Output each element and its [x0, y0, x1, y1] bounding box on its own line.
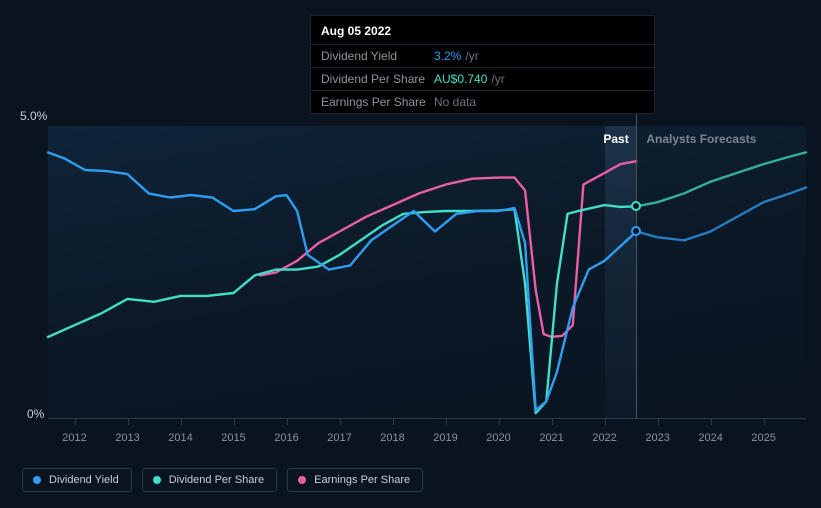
tooltip-row-value: 3.2% [434, 49, 461, 63]
x-tick-label: 2021 [539, 432, 563, 444]
x-tick-label: 2018 [380, 432, 404, 444]
x-tick-mark [711, 419, 712, 425]
phase-label-past: Past [603, 132, 628, 146]
x-tick-label: 2017 [327, 432, 351, 444]
tooltip-row: Earnings Per ShareNo data [311, 90, 654, 113]
x-tick-label: 2024 [698, 432, 722, 444]
x-tick-mark [658, 419, 659, 425]
x-tick-label: 2012 [62, 432, 86, 444]
tooltip-row-value: No data [434, 95, 476, 109]
x-tick-label: 2015 [221, 432, 245, 444]
hover-cursor-line [636, 104, 637, 419]
x-tick-label: 2016 [274, 432, 298, 444]
phase-label-forecast: Analysts Forecasts [646, 132, 756, 146]
x-tick-mark [287, 419, 288, 425]
tooltip-row: Dividend Yield3.2% /yr [311, 44, 654, 67]
x-tick-mark [75, 419, 76, 425]
legend-label: Dividend Per Share [169, 474, 264, 486]
x-axis-ticks: 2012 2013 2014 2015 2016 2017 2018 2019 2020 2021… [48, 432, 806, 448]
x-tick-mark [605, 419, 606, 425]
x-tick-mark [552, 419, 553, 425]
tooltip-row: Dividend Per ShareAU$0.740/yr [311, 67, 654, 90]
legend-item-earnings-per-share[interactable]: Earnings Per Share [287, 468, 423, 492]
x-tick-mark [234, 419, 235, 425]
dividend-chart: 5.0% 0% Past Analysts Forecasts 2012 2013… [0, 0, 821, 508]
legend-label: Earnings Per Share [314, 474, 410, 486]
x-tick-label: 2014 [168, 432, 192, 444]
x-tick-label: 2025 [751, 432, 775, 444]
tooltip-date: Aug 05 2022 [311, 22, 654, 44]
tooltip-row-label: Dividend Per Share [321, 72, 434, 86]
x-tick-label: 2019 [433, 432, 457, 444]
x-tick-mark [181, 419, 182, 425]
x-tick-label: 2020 [486, 432, 510, 444]
legend: Dividend Yield Dividend Per Share Earnings… [22, 468, 423, 492]
hover-tooltip: Aug 05 2022 Dividend Yield3.2%/yrDividen… [310, 15, 655, 114]
tooltip-row-unit: /yr [491, 72, 504, 86]
x-tick-mark [446, 419, 447, 425]
legend-label: Dividend Yield [49, 474, 119, 486]
y-axis-max-label: 5.0% [20, 109, 47, 123]
tooltip-row-label: Dividend Yield [321, 49, 434, 63]
legend-dot [153, 476, 161, 484]
tooltip-row-value: AU$0.740 [434, 72, 487, 86]
chart-lines [48, 126, 806, 419]
x-tick-label: 2022 [592, 432, 616, 444]
x-tick-mark [128, 419, 129, 425]
legend-dot [33, 476, 41, 484]
x-tick-mark [499, 419, 500, 425]
y-axis-min-label: 0% [27, 407, 44, 421]
legend-item-dividend-per-share[interactable]: Dividend Per Share [142, 468, 277, 492]
series-marker-dividend-per-share [631, 201, 641, 211]
legend-item-dividend-yield[interactable]: Dividend Yield [22, 468, 132, 492]
tooltip-row-unit: /yr [465, 49, 478, 63]
x-tick-mark [764, 419, 765, 425]
x-tick-mark [393, 419, 394, 425]
x-tick-label: 2013 [115, 432, 139, 444]
legend-dot [298, 476, 306, 484]
x-tick-label: 2023 [645, 432, 669, 444]
series-marker-dividend-yield [631, 226, 641, 236]
x-tick-mark [340, 419, 341, 425]
tooltip-row-label: Earnings Per Share [321, 95, 434, 109]
